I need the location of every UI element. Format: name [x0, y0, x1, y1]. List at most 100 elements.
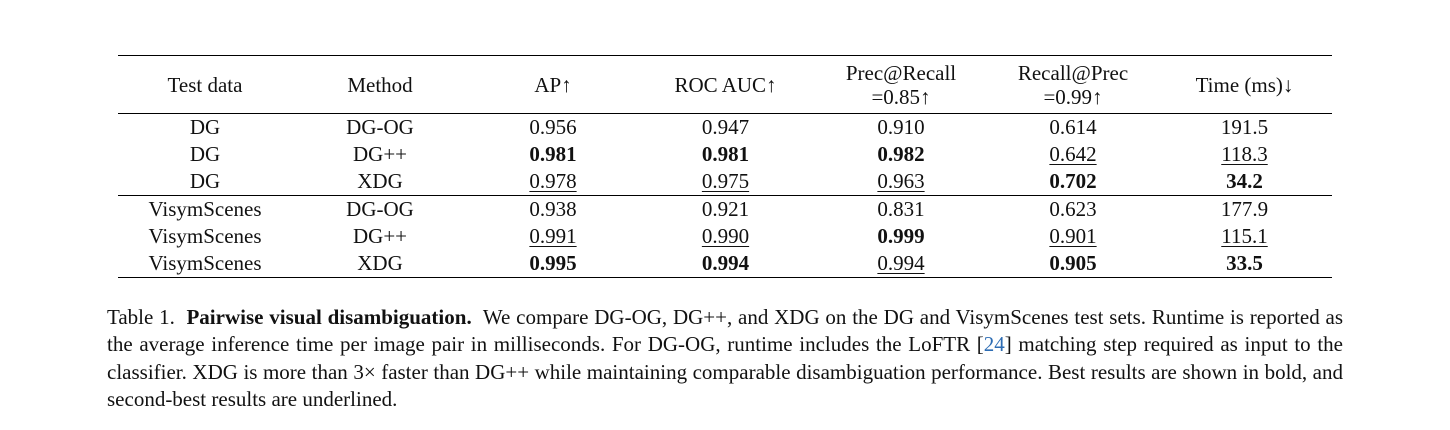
- cell-value: 0.981: [529, 142, 577, 166]
- table-cell: 0.614: [989, 114, 1157, 142]
- table-cell: 0.982: [813, 141, 989, 168]
- header-row: Test data Method AP↑ ROC AUC↑ Prec@Recall =0.…: [118, 55, 1332, 114]
- cell-value: 118.3: [1221, 142, 1268, 166]
- table-cell: VisymScenes: [118, 223, 292, 250]
- cell-value: 115.1: [1221, 224, 1268, 248]
- column-header: ROC AUC↑: [638, 56, 813, 114]
- table-cell: DG: [118, 114, 292, 142]
- cell-value: 0.990: [701, 224, 750, 248]
- table-cell: 191.5: [1157, 114, 1332, 142]
- column-header-line: Recall@Prec: [1017, 60, 1129, 85]
- cell-value: 0.994: [877, 251, 925, 275]
- cell-value: 0.614: [1049, 115, 1097, 139]
- cell-value: 177.9: [1220, 197, 1269, 221]
- cell-value: 0.831: [877, 197, 925, 221]
- table-cell: 0.702: [989, 168, 1157, 196]
- column-header: Prec@Recall =0.85↑: [813, 56, 989, 114]
- results-table: Test data Method AP↑ ROC AUC↑ Prec@Recall =0.…: [118, 55, 1332, 278]
- table-cell: 0.623: [989, 196, 1157, 224]
- table-cell: 0.978: [468, 168, 638, 196]
- table-cell: DG-OG: [292, 196, 468, 224]
- table-cell: 0.990: [638, 223, 813, 250]
- table-cell: 177.9: [1157, 196, 1332, 224]
- cell-value: 33.5: [1226, 251, 1263, 275]
- cell-value: 0.623: [1049, 197, 1097, 221]
- table-cell: 118.3: [1157, 141, 1332, 168]
- column-header-line: Time (ms)↓: [1195, 72, 1294, 97]
- table-cell: DG: [118, 168, 292, 196]
- cell-value: XDG: [357, 251, 403, 275]
- cell-value: VisymScenes: [148, 251, 262, 275]
- table-cell: 0.994: [638, 250, 813, 278]
- table-cell: 0.831: [813, 196, 989, 224]
- table-caption: Table 1. Pairwise visual disambiguation.…: [107, 304, 1343, 413]
- table-row: DG XDG 0.978 0.975 0.963 0.702 34.2: [118, 168, 1332, 196]
- cell-value: 0.994: [701, 251, 750, 275]
- cell-value: 0.921: [701, 197, 750, 221]
- table-cell: 115.1: [1157, 223, 1332, 250]
- column-header: Recall@Prec =0.99↑: [989, 56, 1157, 114]
- table-cell: 0.995: [468, 250, 638, 278]
- caption-title: Pairwise visual disambiguation.: [186, 305, 472, 329]
- table-cell: XDG: [292, 168, 468, 196]
- cell-value: DG-OG: [346, 197, 414, 221]
- table-row: VisymScenes DG-OG 0.938 0.921 0.831 0.623 177.…: [118, 195, 1332, 224]
- cell-value: 0.702: [1049, 169, 1097, 193]
- table-cell: DG: [118, 141, 292, 168]
- table-cell: 0.910: [813, 114, 989, 142]
- column-header-line: Method: [347, 72, 413, 97]
- column-header: Method: [292, 56, 468, 114]
- table-row: DG DG-OG 0.956 0.947 0.910 0.614 191.5: [118, 113, 1332, 142]
- table-cell: 0.905: [989, 250, 1157, 278]
- table-header: Test data Method AP↑ ROC AUC↑ Prec@Recall =0.…: [118, 55, 1332, 114]
- table-cell: 0.975: [638, 168, 813, 196]
- table-cell: 0.921: [638, 196, 813, 224]
- cell-value: VisymScenes: [148, 224, 262, 248]
- cell-value: 0.978: [529, 169, 577, 193]
- cell-value: 0.905: [1049, 251, 1097, 275]
- table-cell: 0.956: [468, 114, 638, 142]
- caption-text-part1: We compare DG-OG, DG++, and XDG on the D…: [107, 305, 1344, 357]
- table-cell: VisymScenes: [118, 196, 292, 224]
- table-cell: DG++: [292, 223, 468, 250]
- cell-value: 0.975: [701, 169, 750, 193]
- cell-value: DG++: [352, 142, 408, 166]
- column-header: Test data: [118, 56, 292, 114]
- caption-text-part2: ] matching step required as input to the…: [107, 332, 1343, 411]
- column-header: Time (ms)↓: [1157, 56, 1332, 114]
- table-cell: XDG: [292, 250, 468, 278]
- table-cell: 0.999: [813, 223, 989, 250]
- column-header-line: AP↑: [534, 72, 572, 97]
- cell-value: 0.963: [877, 169, 925, 193]
- table-cell: 0.991: [468, 223, 638, 250]
- cell-value: 0.991: [529, 224, 577, 248]
- cell-value: DG: [189, 115, 221, 139]
- cell-value: 0.999: [877, 224, 925, 248]
- table-cell: 0.938: [468, 196, 638, 224]
- citation-link[interactable]: 24: [983, 332, 1005, 357]
- cell-value: 0.910: [877, 115, 925, 139]
- table-row: VisymScenes XDG 0.995 0.994 0.994 0.905 33.5: [118, 250, 1332, 278]
- cell-value: DG-OG: [346, 115, 414, 139]
- column-header-line: =0.99↑: [1043, 84, 1103, 109]
- cell-value: 0.938: [529, 197, 577, 221]
- table-cell: 0.981: [468, 141, 638, 168]
- table-cell: 0.981: [638, 141, 813, 168]
- results-table-container: Test data Method AP↑ ROC AUC↑ Prec@Recall =0.…: [118, 55, 1332, 278]
- column-header-line: =0.85↑: [871, 84, 931, 109]
- cell-value: XDG: [357, 169, 403, 193]
- cell-value: 0.995: [529, 251, 577, 275]
- table-cell: 33.5: [1157, 250, 1332, 278]
- table-cell: 0.947: [638, 114, 813, 142]
- cell-value: 0.901: [1049, 224, 1097, 248]
- caption-label: Table 1.: [107, 305, 175, 329]
- column-header-line: Prec@Recall: [845, 60, 957, 85]
- cell-value: 0.981: [701, 142, 750, 166]
- table-row: VisymScenes DG++ 0.991 0.990 0.999 0.901 115.1: [118, 223, 1332, 250]
- table-cell: 0.994: [813, 250, 989, 278]
- cell-value: VisymScenes: [148, 197, 262, 221]
- table-cell: DG-OG: [292, 114, 468, 142]
- table-cell: DG++: [292, 141, 468, 168]
- table-cell: 0.642: [989, 141, 1157, 168]
- table-cell: 0.963: [813, 168, 989, 196]
